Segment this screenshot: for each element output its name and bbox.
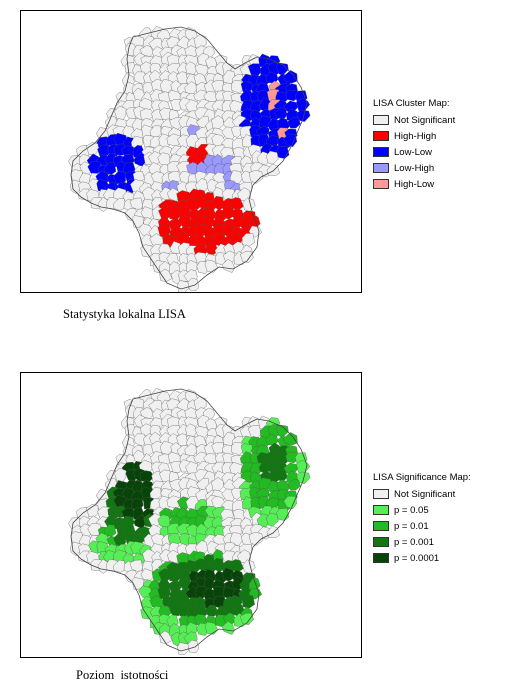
municipality-cell (140, 244, 156, 258)
region-outline (70, 388, 308, 652)
cluster-map (68, 25, 311, 292)
municipality-cell (287, 116, 301, 129)
municipality-cell (229, 532, 243, 547)
municipality-cell (221, 620, 235, 635)
significance-map-caption: Poziom istotności (76, 668, 169, 682)
municipality-cell (242, 233, 255, 247)
legend-label: Low-Low (394, 146, 433, 158)
municipality-cell (70, 541, 82, 557)
municipality-cell (187, 639, 200, 653)
legend-swatch (373, 147, 389, 157)
legend-label: High-Low (394, 178, 435, 190)
municipality-cell (283, 495, 297, 510)
municipality-cell (242, 595, 255, 609)
municipality-cell (204, 259, 219, 273)
legend-label: p = 0.0001 (394, 552, 440, 564)
municipality-cell (283, 133, 297, 148)
municipality-cell (112, 559, 128, 573)
municipality-cell (248, 170, 264, 184)
cluster-map-legend: LISA Cluster Map: Not Significant High-H… (373, 96, 455, 192)
legend-label: Not Significant (394, 488, 456, 500)
municipality-cell (205, 242, 219, 255)
legend-label: p = 0.05 (394, 504, 429, 516)
municipality-cell (204, 621, 219, 635)
legend-item-high-high: High-High (373, 128, 455, 144)
municipality-cell (239, 251, 254, 263)
legend-title: LISA Significance Map: (373, 472, 471, 483)
municipality-cell (177, 642, 190, 655)
municipality-cell (177, 280, 190, 292)
municipality-cell (229, 170, 243, 185)
municipality-cell (239, 613, 254, 625)
legend-label: High-High (394, 130, 437, 142)
municipality-cell (266, 163, 280, 176)
significance-map-legend: LISA Significance Map: Not Significant p… (373, 470, 471, 566)
municipality-cell (266, 525, 280, 538)
significance-map (68, 387, 311, 655)
legend-swatch (373, 131, 389, 141)
municipality-cell (248, 532, 264, 546)
legend-label: Low-High (394, 162, 435, 174)
legend-swatch (373, 505, 389, 515)
municipality-cell (231, 442, 245, 456)
legend-item-low-low: Low-Low (373, 144, 455, 160)
legend-item-p-001: p = 0.01 (373, 518, 471, 534)
legend-swatch (373, 537, 389, 547)
cluster-map-frame (20, 10, 362, 293)
legend-item-p-0001: p = 0.001 (373, 534, 471, 550)
municipality-cell (133, 433, 148, 447)
legend-swatch (373, 163, 389, 173)
legend-label: p = 0.001 (394, 536, 434, 548)
municipality-cell (285, 89, 299, 102)
municipality-cell (282, 432, 298, 446)
municipality-cell (169, 240, 183, 255)
legend-swatch (373, 521, 389, 531)
municipality-cell (205, 604, 219, 617)
municipality-cell (140, 606, 156, 620)
legend-item-not-significant: Not Significant (373, 486, 471, 502)
legend-title: LISA Cluster Map: (373, 98, 450, 109)
municipality-cell (187, 277, 200, 291)
region-outline (70, 26, 308, 290)
municipality-cell (112, 197, 128, 211)
legend-item-not-significant: Not Significant (373, 112, 455, 128)
municipality-cell (282, 70, 298, 84)
municipality-cell (70, 179, 82, 195)
municipality-cell (231, 80, 245, 94)
legend-item-high-low: High-Low (373, 176, 455, 192)
municipality-cell (113, 143, 126, 156)
legend-swatch (373, 115, 389, 125)
legend-swatch (373, 489, 389, 499)
legend-swatch (373, 553, 389, 563)
municipality-cell (133, 71, 148, 85)
municipality-cell (287, 478, 301, 491)
significance-map-frame (20, 372, 362, 658)
legend-item-low-high: Low-High (373, 160, 455, 176)
legend-label: Not Significant (394, 114, 456, 126)
municipality-cell (285, 451, 299, 464)
municipality-cell (169, 602, 183, 617)
legend-item-p-00001: p = 0.0001 (373, 550, 471, 566)
municipality-cell (221, 258, 235, 273)
legend-swatch (373, 179, 389, 189)
cluster-map-caption: Statystyka lokalna LISA (63, 307, 186, 321)
legend-label: p = 0.01 (394, 520, 429, 532)
municipality-cell (113, 505, 126, 518)
legend-item-p-005: p = 0.05 (373, 502, 471, 518)
